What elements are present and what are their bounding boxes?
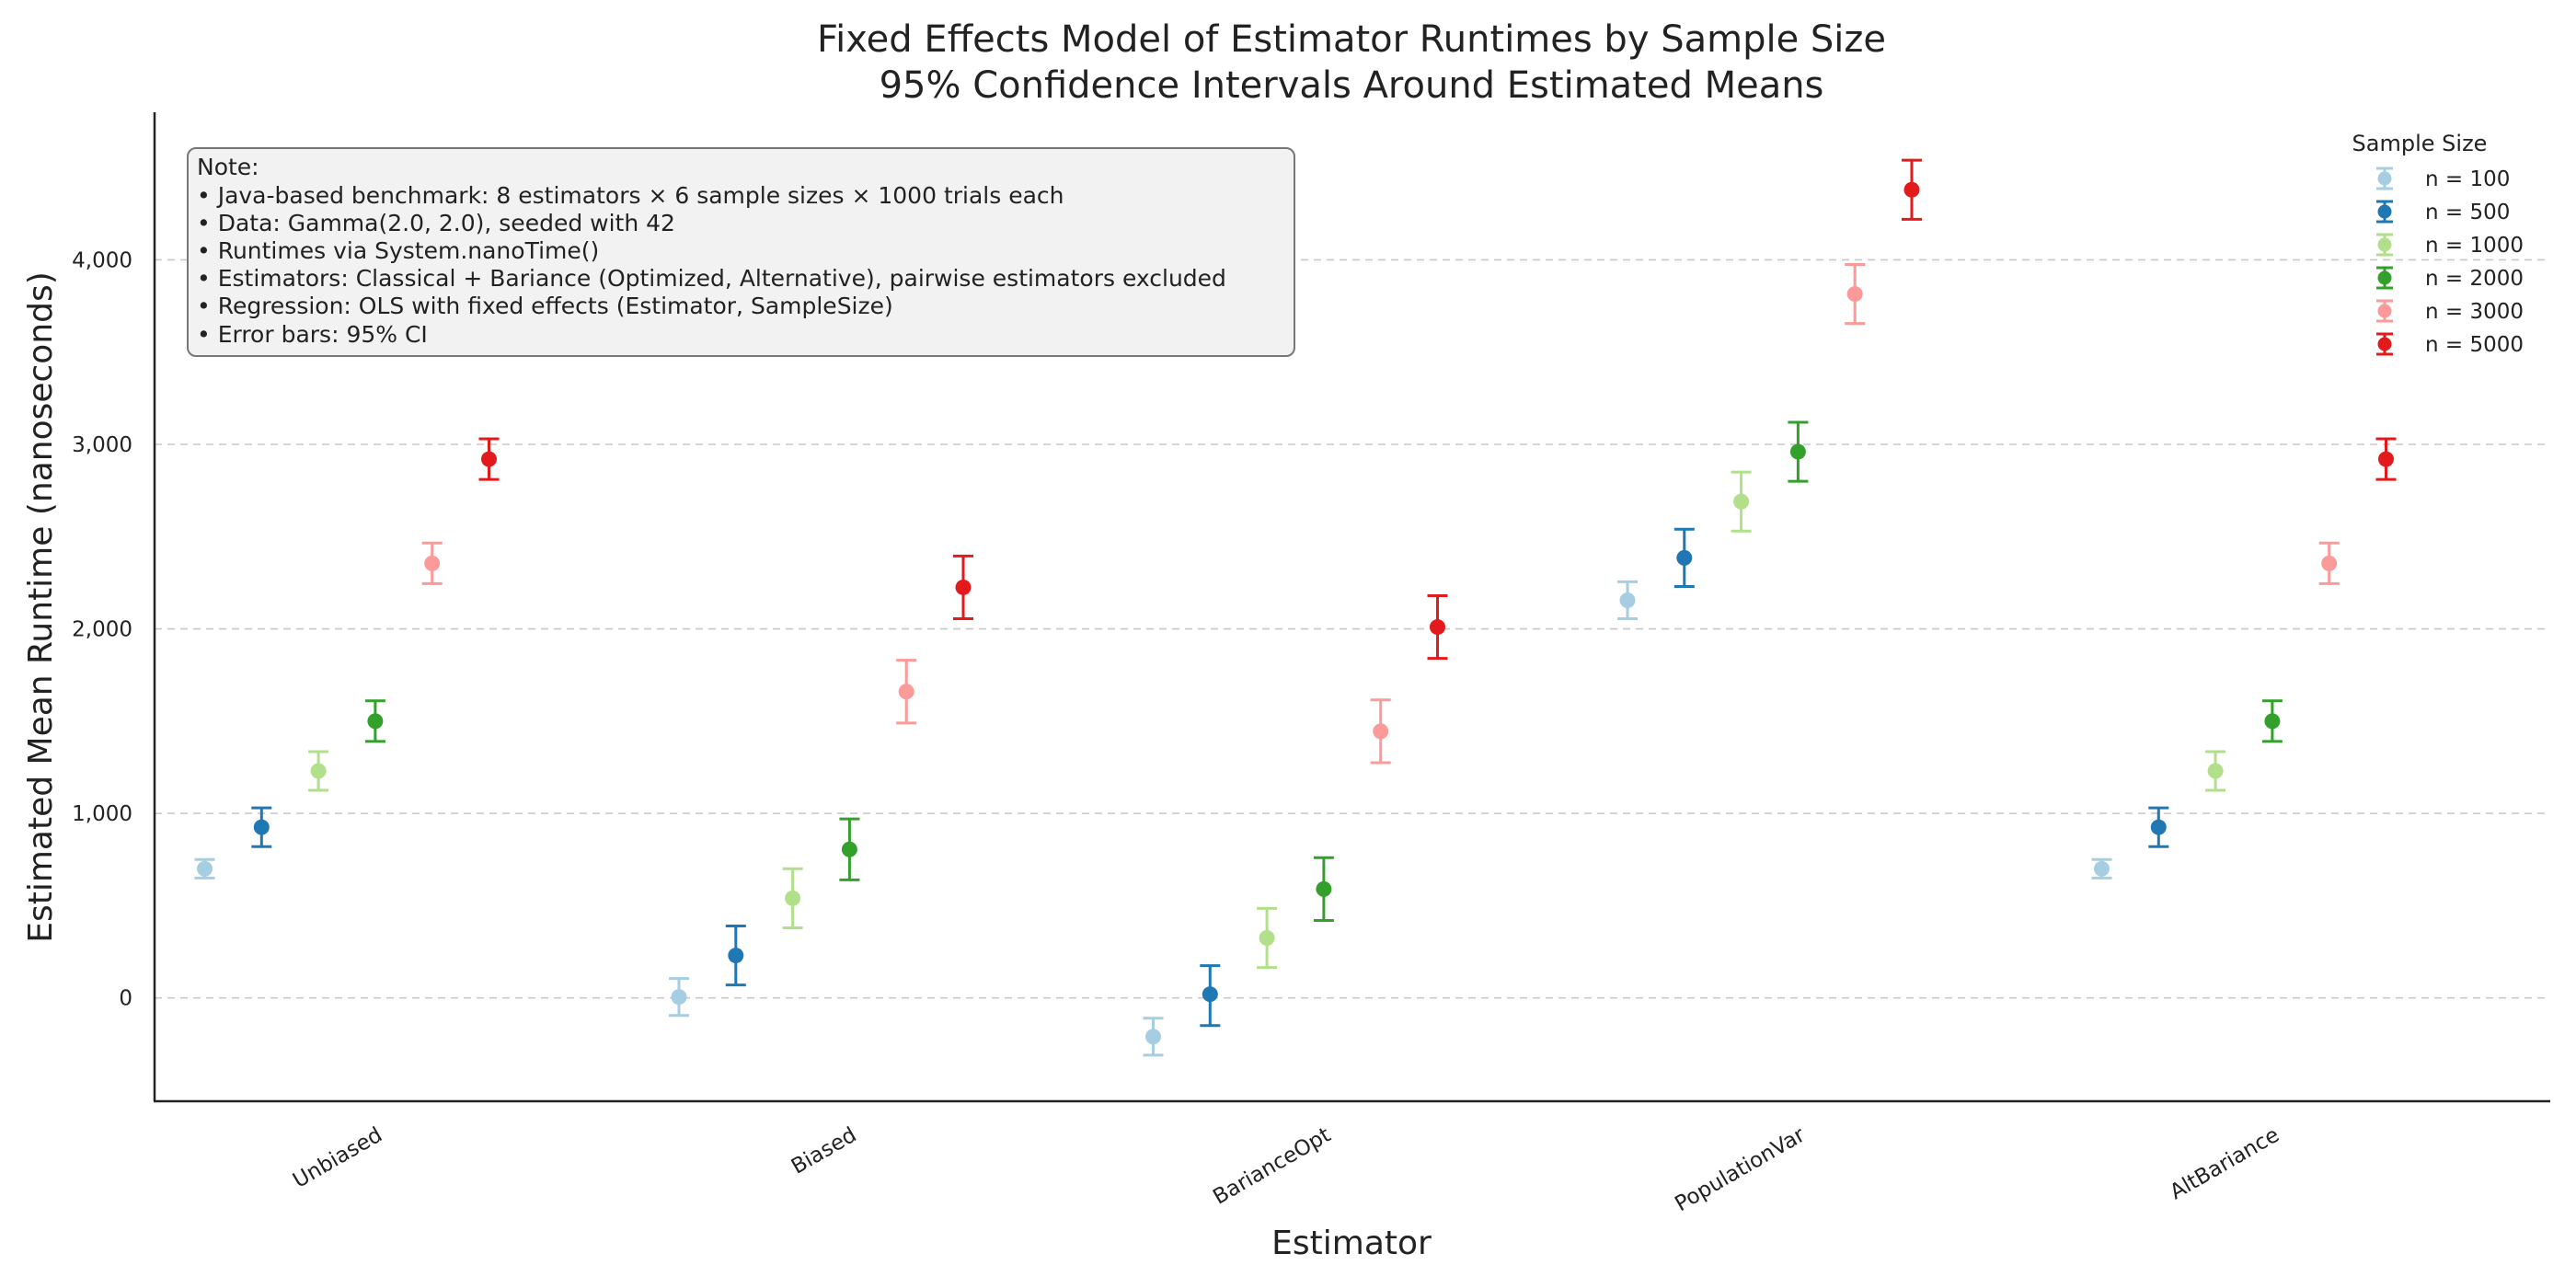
note-box: Note: • Java-based benchmark: 8 estimato… — [187, 147, 1295, 357]
y-tick-label: 1,000 — [72, 802, 132, 826]
data-point — [2094, 860, 2110, 877]
data-point — [1903, 181, 1920, 198]
plot-marks — [194, 158, 2397, 1057]
data-point — [1259, 930, 1275, 947]
data-point — [1430, 619, 1445, 636]
y-tick-label: 0 — [119, 987, 132, 1011]
note-box-frame — [187, 147, 1295, 357]
data-point — [197, 860, 213, 877]
legend-marker-point — [2377, 237, 2392, 252]
note-line: Note: — [197, 154, 259, 180]
series-group — [478, 158, 2397, 661]
data-point — [253, 819, 270, 835]
series-group — [308, 470, 2226, 970]
data-point — [1733, 493, 1750, 510]
note-line: • Java-based benchmark: 8 estimators × 6… — [197, 182, 1064, 209]
y-axis-label: Estimated Mean Runtime (nanoseconds) — [22, 271, 60, 943]
note-line: • Runtimes via System.nanoTime() — [197, 237, 599, 264]
y-tick-labels: 0 1,000 2,000 3,000 4,000 — [72, 248, 132, 1010]
data-point — [1145, 1029, 1161, 1045]
legend-label: n = 1000 — [2425, 234, 2524, 258]
data-point — [2150, 819, 2167, 835]
legend-label: n = 100 — [2425, 167, 2510, 191]
data-point — [367, 713, 384, 730]
data-point — [955, 579, 972, 595]
data-point — [728, 948, 744, 964]
data-point — [898, 684, 914, 700]
legend-marker-point — [2377, 337, 2392, 351]
legend-marker-point — [2377, 270, 2392, 285]
grid — [155, 259, 2550, 999]
legend-label: n = 3000 — [2425, 300, 2524, 324]
legend-title: Sample Size — [2352, 131, 2488, 156]
chart-title-line-2: 95% Confidence Intervals Around Estimate… — [880, 64, 1824, 107]
note-line: • Regression: OLS with fixed effects (Es… — [197, 293, 893, 319]
data-point — [310, 763, 327, 779]
legend: Sample Size n = 100 n = 500 n = 1000 n = 20… — [2352, 131, 2524, 357]
legend-label: n = 2000 — [2425, 267, 2524, 291]
chart-title-line-1: Fixed Effects Model of Estimator Runtime… — [817, 18, 1886, 61]
data-point — [2264, 713, 2281, 730]
data-point — [1316, 880, 1332, 897]
series-group — [364, 420, 2283, 922]
legend-label: n = 5000 — [2425, 333, 2524, 357]
y-tick-label: 4,000 — [72, 248, 132, 272]
data-point — [785, 890, 801, 906]
legend-marker-point — [2377, 304, 2392, 318]
data-point — [1373, 723, 1389, 740]
note-line: • Estimators: Classical + Bariance (Opti… — [197, 265, 1226, 292]
note-line: • Data: Gamma(2.0, 2.0), seeded with 42 — [197, 210, 675, 236]
note-line: • Error bars: 95% CI — [197, 321, 428, 348]
data-point — [481, 451, 497, 467]
series-group — [251, 527, 2169, 1028]
data-point — [2321, 555, 2338, 571]
x-axis-label: Estimator — [1271, 1225, 1432, 1262]
series-group — [421, 262, 2340, 765]
data-point — [1846, 286, 1863, 303]
data-point — [2378, 451, 2394, 467]
data-point — [671, 989, 687, 1006]
data-point — [1676, 549, 1693, 566]
legend-items: n = 100 n = 500 n = 1000 n = 2000 n = 3000 n … — [2376, 167, 2524, 357]
data-point — [1619, 592, 1636, 608]
legend-marker-point — [2377, 204, 2392, 219]
legend-marker-point — [2377, 171, 2392, 186]
data-point — [1789, 443, 1806, 460]
legend-label: n = 500 — [2425, 201, 2510, 224]
y-tick-label: 2,000 — [72, 618, 132, 642]
series-group — [194, 580, 2112, 1057]
y-tick-label: 3,000 — [72, 433, 132, 457]
data-point — [1202, 986, 1218, 1003]
data-point — [2207, 763, 2224, 779]
data-point — [424, 555, 441, 571]
data-point — [841, 841, 857, 857]
